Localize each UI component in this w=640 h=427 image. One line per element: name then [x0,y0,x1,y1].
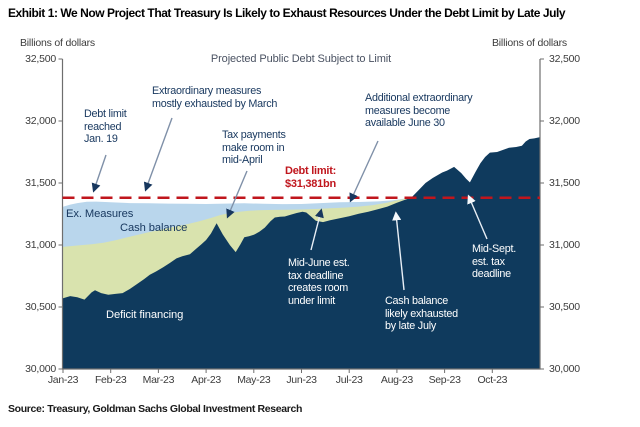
cash-balance-label: Cash balance [120,222,188,234]
x-tick-Jan-23: Jan-23 [47,374,79,386]
y-tick-right-30000: 30,000 [549,363,580,375]
debt-limit-reached: Debt limit reached Jan. 19 [84,108,127,146]
mid-sept-tax-arrow [467,194,488,240]
ex-measures-label: Ex. Measures [66,208,134,220]
y-tick-left-32000: 32,000 [25,115,56,127]
y-tick-left-32500: 32,500 [25,53,56,65]
y-tick-right-31000: 31,000 [549,239,580,251]
additional-measures-arrow [349,140,379,203]
y-tick-left-30500: 30,500 [25,301,56,313]
deficit-financing-label: Deficit financing [106,309,184,321]
cash-exhausted: Cash balance likely exhausted by late Ju… [385,295,458,333]
x-tick-Sep-23: Sep-23 [428,374,461,386]
x-tick-Aug-23: Aug-23 [380,374,413,386]
x-tick-Jul-23: Jul-23 [335,374,363,386]
mid-sept-tax: Mid-Sept. est. tax deadline [472,243,516,281]
extraordinary-measures-arrow [143,117,173,192]
y-tick-right-31500: 31,500 [549,177,580,189]
x-tick-May-23: May-23 [237,374,271,386]
area-deficit-financing [63,137,540,369]
y-tick-right-32000: 32,000 [549,115,580,127]
x-tick-Mar-23: Mar-23 [142,374,175,386]
debt-limit-reached-arrow [91,154,107,193]
mid-june-tax: Mid-June est. tax deadline creates room … [288,257,350,308]
additional-measures: Additional extraordinary measures become… [365,92,473,130]
exhibit-title: Exhibit 1: We Now Project That Treasury … [8,6,566,20]
extraordinary-measures: Extraordinary measures mostly exhausted … [152,85,278,110]
y-axis-unit-right: Billions of dollars [492,37,567,49]
y-tick-left-31500: 31,500 [25,177,56,189]
debt-limit-value: Debt limit: $31,381bn [285,165,337,190]
x-tick-Jun-23: Jun-23 [286,374,317,386]
x-tick-Oct-23: Oct-23 [477,374,508,386]
y-tick-left-31000: 31,000 [25,239,56,251]
y-tick-right-32500: 32,500 [549,53,580,65]
mid-june-tax-arrow [310,208,324,251]
cash-exhausted-arrow [392,211,405,291]
y-axis-unit-left: Billions of dollars [20,37,95,49]
tax-payments: Tax payments make room in mid-April [222,129,286,167]
source-note: Source: Treasury, Goldman Sachs Global I… [8,403,303,415]
tax-payments-arrow [226,170,248,219]
y-tick-right-30500: 30,500 [549,301,580,313]
x-tick-Feb-23: Feb-23 [94,374,127,386]
chart-title: Projected Public Debt Subject to Limit [210,53,392,65]
y-tick-left-30000: 30,000 [25,363,56,375]
x-tick-Apr-23: Apr-23 [191,374,221,386]
